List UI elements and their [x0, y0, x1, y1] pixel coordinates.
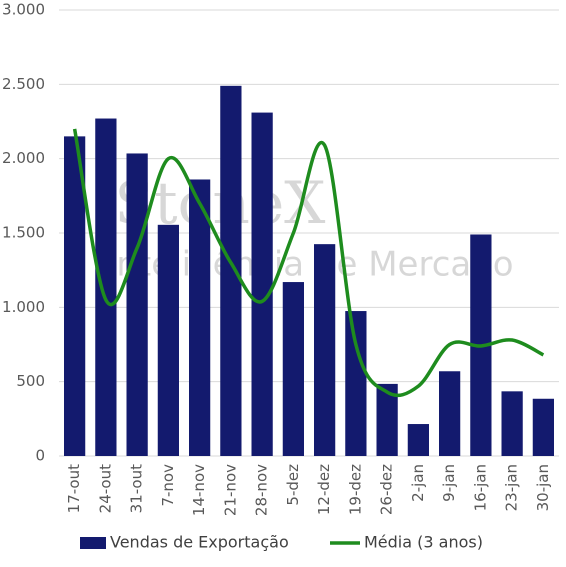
y-tick-label: 2.000: [2, 149, 45, 167]
bar: [282, 282, 304, 456]
x-tick-label: 30-jan: [534, 464, 552, 511]
bar: [95, 118, 117, 456]
x-tick-label: 31-out: [128, 464, 146, 513]
y-tick-label: 3.000: [2, 1, 45, 19]
bar: [501, 391, 523, 456]
bar: [220, 85, 242, 456]
bar: [314, 244, 336, 456]
legend-label: Média (3 anos): [364, 533, 483, 552]
bar: [407, 424, 429, 456]
y-tick-label: 500: [16, 372, 45, 390]
x-tick-label: 17-out: [65, 464, 83, 513]
legend-label: Vendas de Exportação: [110, 533, 289, 552]
bar: [376, 383, 398, 456]
x-tick-label: 19-dez: [346, 464, 364, 515]
x-tick-label: 28-nov: [253, 464, 271, 516]
x-tick-label: 14-nov: [190, 464, 208, 516]
bars: [64, 85, 554, 457]
y-tick-label: 2.500: [2, 75, 45, 93]
x-tick-label: 24-out: [96, 464, 114, 513]
x-tick-label: 16-jan: [471, 464, 489, 511]
lines: [72, 128, 545, 398]
bar: [439, 371, 461, 456]
bar: [189, 179, 211, 457]
x-tick-label: 2-jan: [409, 464, 427, 502]
bar: [126, 153, 148, 457]
x-tick-label: 7-nov: [159, 464, 177, 507]
bar: [157, 224, 179, 456]
bar: [251, 112, 273, 456]
bar: [345, 311, 367, 456]
y-tick-label: 1.500: [2, 224, 45, 242]
x-tick-label: 23-jan: [503, 464, 521, 511]
legend-swatch: [80, 537, 106, 549]
y-tick-label: 0: [35, 447, 45, 465]
x-tick-label: 26-dez: [378, 464, 396, 515]
bar: [532, 398, 554, 456]
line: [72, 128, 545, 398]
x-tick-label: 12-dez: [315, 464, 333, 515]
x-tick-label: 9-jan: [440, 464, 458, 502]
x-tick-label: 21-nov: [221, 464, 239, 516]
x-tick-label: 5-dez: [284, 464, 302, 506]
y-tick-label: 1.000: [2, 298, 45, 316]
bar: [64, 136, 86, 456]
